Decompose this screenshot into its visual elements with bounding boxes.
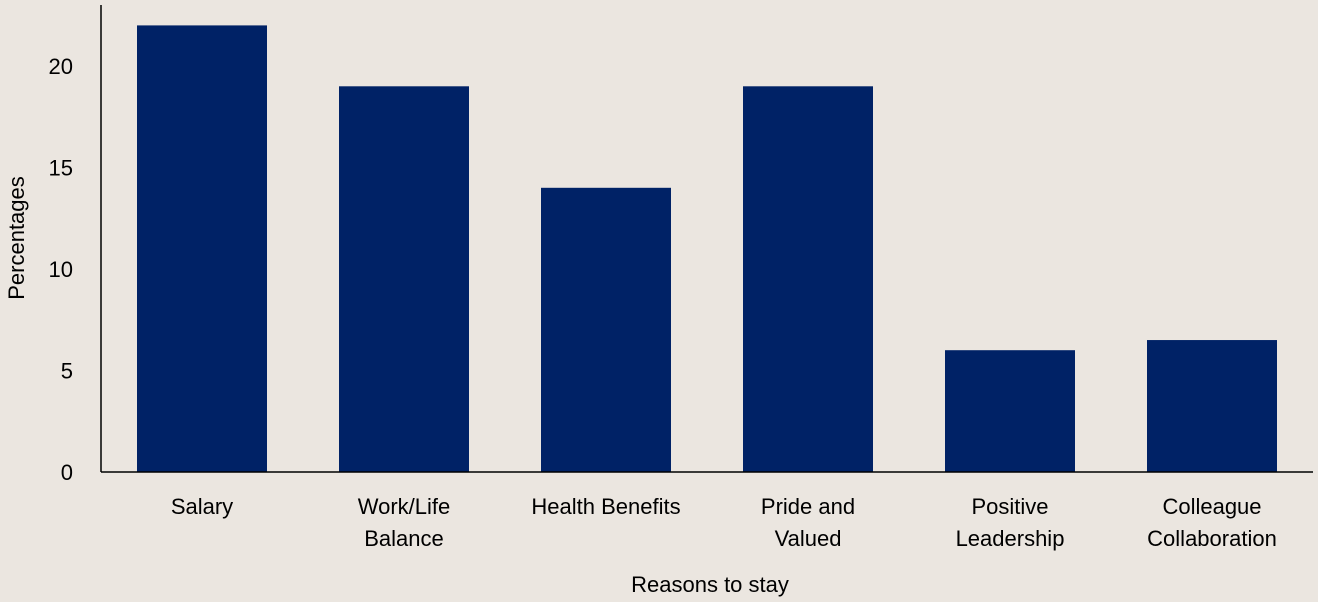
x-tick-label: Pride and Valued <box>761 494 855 551</box>
x-tick-label-line: Balance <box>364 526 444 551</box>
x-tick-label-line: Work/Life <box>358 494 451 519</box>
y-tick-label: 20 <box>49 54 73 79</box>
y-tick-label: 15 <box>49 156 73 181</box>
x-tick-label-line: Valued <box>775 526 842 551</box>
x-tick-label-line: Pride and <box>761 494 855 519</box>
bar-salary <box>137 25 267 473</box>
bar-positive-leadership <box>945 350 1075 472</box>
bar-health-benefits <box>541 187 671 473</box>
y-tick-labels: 0 5 10 15 20 <box>49 54 73 485</box>
x-tick-label-line: Positive <box>971 494 1048 519</box>
x-tick-label: Health Benefits <box>531 494 680 519</box>
bars-group <box>137 25 1277 473</box>
bar-colleague-collaboration <box>1147 340 1277 472</box>
x-tick-label: Colleague Collaboration <box>1147 494 1277 551</box>
x-tick-label: Positive Leadership <box>956 494 1065 551</box>
x-tick-label-line: Health Benefits <box>531 494 680 519</box>
y-tick-label: 5 <box>61 359 73 384</box>
y-axis-title: Percentages <box>4 176 29 300</box>
x-tick-label: Salary <box>171 494 233 519</box>
x-tick-label-line: Colleague <box>1162 494 1261 519</box>
y-tick-label: 10 <box>49 257 73 282</box>
x-tick-label: Work/Life Balance <box>358 494 451 551</box>
x-category-labels: Salary Work/Life Balance Health Benefits Pri… <box>171 494 1277 551</box>
x-tick-label-line: Salary <box>171 494 233 519</box>
x-axis-title: Reasons to stay <box>631 572 789 597</box>
x-tick-label-line: Collaboration <box>1147 526 1277 551</box>
y-tick-label: 0 <box>61 460 73 485</box>
bar-work-life-balance <box>339 86 469 473</box>
x-tick-label-line: Leadership <box>956 526 1065 551</box>
bar-pride-and-valued <box>743 86 873 473</box>
